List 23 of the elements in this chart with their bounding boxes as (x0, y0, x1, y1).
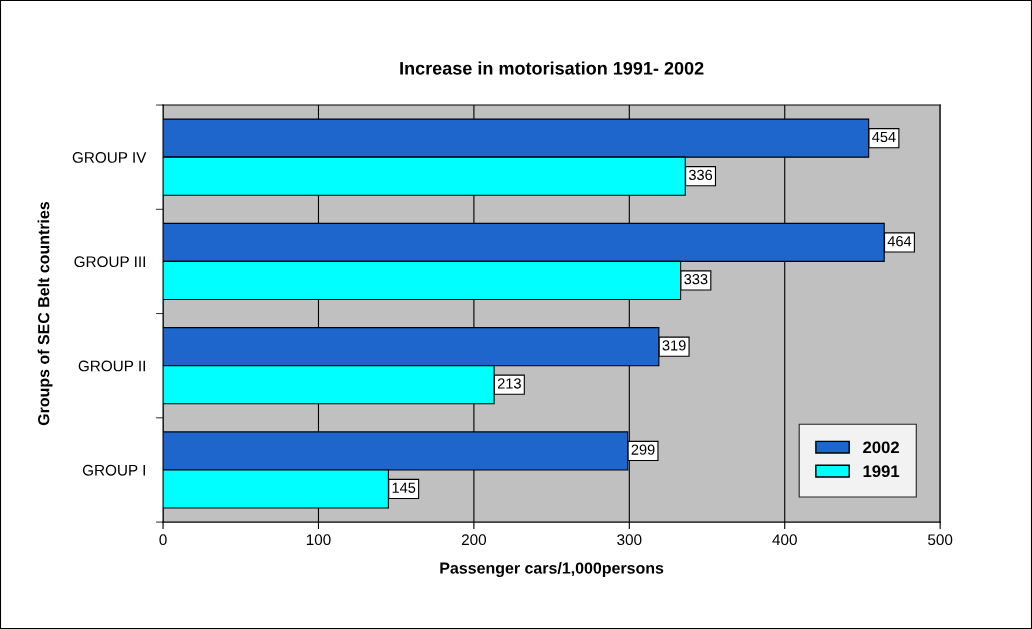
data-label: 333 (684, 274, 708, 285)
data-label: 299 (631, 444, 655, 455)
data-label: 319 (662, 340, 686, 351)
x-tick-label: 200 (461, 534, 487, 546)
x-tick-label: 500 (928, 534, 953, 546)
x-axis-title: Passenger cars/1,000persons (440, 562, 664, 577)
data-label: 336 (688, 169, 713, 181)
legend-label: 2002 (863, 441, 899, 454)
data-label: 213 (497, 378, 521, 389)
y-tick-label: GROUP III (74, 256, 145, 268)
chart-title: Increase in motorisation 1991- 2002 (400, 61, 704, 75)
x-tick-label: 100 (306, 534, 331, 546)
x-tick-label: 300 (617, 534, 642, 546)
y-tick-label: GROUP IV (72, 152, 147, 163)
x-tick-label: 0 (159, 534, 167, 546)
y-tick-label: GROUP I (82, 464, 145, 476)
x-tick-label: 400 (772, 534, 797, 546)
data-label: 145 (392, 482, 416, 493)
data-label: 464 (887, 235, 912, 247)
legend-label: 1991 (863, 465, 900, 478)
data-label: 454 (872, 131, 896, 143)
y-tick-label: GROUP II (78, 360, 145, 372)
y-axis-title: Groups of SEC Belt countries (37, 201, 53, 426)
